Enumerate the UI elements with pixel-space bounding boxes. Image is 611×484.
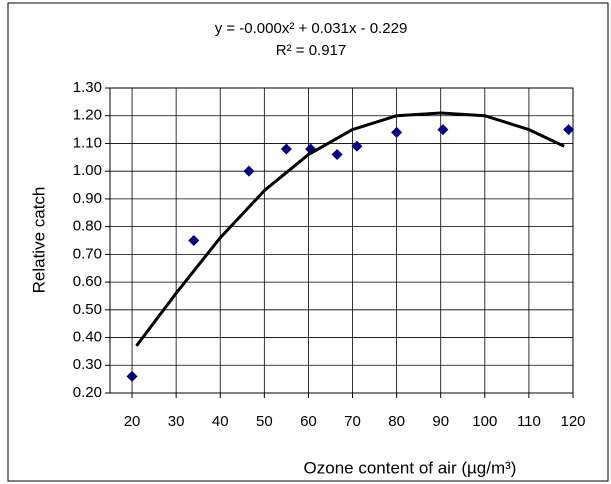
y-tick-label: 0.40 [73,329,102,346]
y-tick-label: 0.50 [73,301,102,318]
x-tick-label: 100 [472,413,497,430]
y-tick-label: 1.10 [73,134,102,151]
x-tick-label: 60 [300,413,317,430]
data-point [391,126,403,138]
y-tick-label: 0.80 [73,218,102,235]
x-tick-label: 90 [432,413,449,430]
x-tick-label: 70 [344,413,361,430]
data-point [437,124,449,136]
r-squared: R² = 0.917 [276,42,346,59]
data-point [351,140,363,152]
data-point [188,235,200,246]
x-tick-label: 40 [212,413,229,430]
x-tick-label: 120 [560,413,585,430]
trendline [135,111,565,347]
x-tick-label: 20 [124,413,141,430]
y-tick-label: 1.30 [73,79,102,96]
equation: y = -0.000x² + 0.031x - 0.229 [215,20,408,37]
data-point [126,370,138,382]
x-tick-label: 30 [168,413,185,430]
x-tick-label: 110 [517,413,541,430]
y-tick-label: 1.20 [73,107,102,124]
chart-frame [7,2,609,482]
data-point [563,124,575,136]
y-tick-label: 0.20 [73,384,102,401]
y-tick-label: 0.30 [73,356,102,373]
x-tick-label: 50 [256,413,273,430]
y-tick-label: 1.00 [73,162,102,179]
y-tick-label: 0.90 [73,190,102,207]
y-tick-label: 0.70 [73,245,102,262]
plot-area [109,87,574,394]
x-axis-title: Ozone content of air (µg/m³) [304,458,517,477]
data-point [280,143,292,155]
x-tick-label: 80 [388,413,405,430]
data-point [243,165,255,177]
y-tick-label: 0.60 [73,273,102,290]
data-point [331,149,343,161]
y-axis-title: Relative catch [29,187,48,294]
